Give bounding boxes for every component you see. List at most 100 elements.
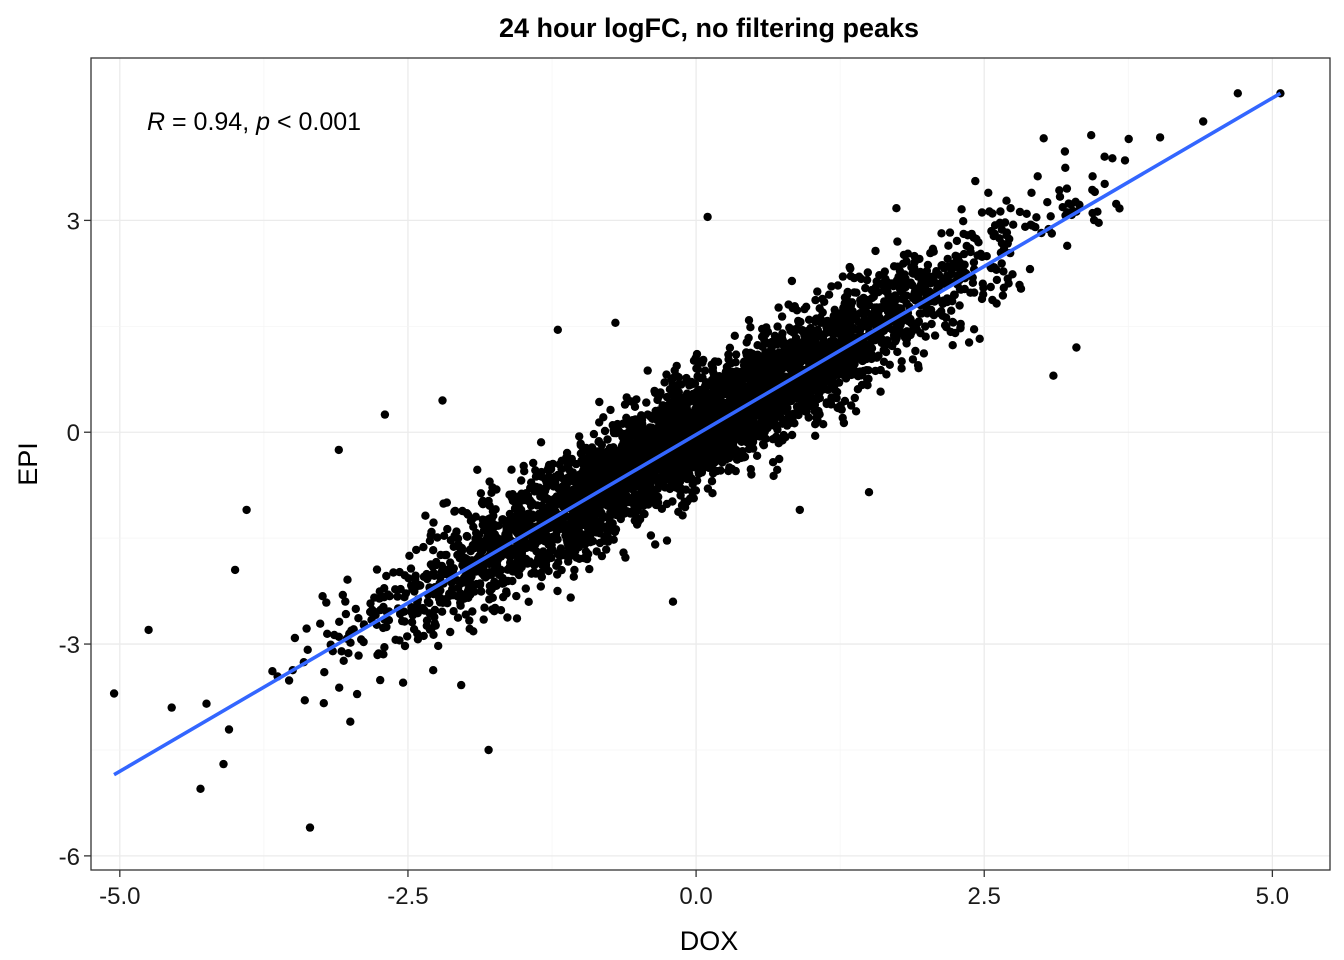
scatter-point — [684, 423, 693, 432]
scatter-point — [827, 282, 836, 291]
scatter-point — [409, 625, 419, 634]
scatter-point — [812, 340, 822, 349]
scatter-point — [597, 440, 606, 450]
scatter-point — [753, 350, 762, 359]
scatter-point — [761, 365, 770, 374]
scatter-point — [818, 378, 827, 387]
scatter-point — [752, 423, 762, 432]
scatter-point — [781, 432, 790, 442]
scatter-point — [319, 699, 328, 708]
scatter-point — [553, 586, 562, 596]
scatter-point — [729, 388, 738, 398]
scatter-point — [603, 435, 612, 444]
scatter-point — [938, 299, 947, 308]
scatter-point — [429, 546, 438, 555]
scatter-point — [1155, 133, 1165, 142]
y-axis-title: EPI — [13, 442, 43, 486]
scatter-point — [300, 696, 309, 705]
scatter-point — [762, 338, 771, 347]
scatter-point — [856, 324, 865, 333]
scatter-point — [794, 318, 804, 328]
scatter-point — [667, 374, 677, 384]
scatter-point — [488, 605, 497, 614]
scatter-point — [768, 458, 778, 467]
scatter-point — [839, 418, 849, 428]
scatter-point — [430, 571, 439, 580]
scatter-point — [842, 295, 851, 305]
scatter-point — [915, 254, 924, 264]
scatter-point — [724, 423, 733, 432]
scatter-point — [580, 540, 590, 549]
scatter-point — [773, 465, 782, 474]
scatter-point — [755, 432, 765, 441]
scatter-point — [902, 339, 911, 348]
scatter-point — [351, 604, 360, 614]
scatter-point — [946, 327, 955, 337]
scatter-point — [696, 444, 706, 453]
scatter-point — [892, 276, 902, 285]
scatter-point-outlier — [230, 565, 240, 575]
scatter-point — [462, 509, 472, 518]
scatter-point — [697, 466, 706, 476]
scatter-point — [656, 462, 665, 472]
scatter-point — [847, 401, 856, 410]
scatter-point — [889, 262, 899, 271]
scatter-point — [474, 530, 484, 540]
scatter-point — [443, 524, 452, 534]
scatter-point — [747, 370, 756, 380]
scatter-point — [1025, 264, 1035, 274]
scatter-point — [531, 559, 540, 568]
scatter-point — [943, 254, 952, 264]
scatter-point — [863, 321, 872, 330]
scatter-point — [861, 283, 870, 293]
scatter-point — [341, 609, 351, 619]
scatter-point — [823, 364, 832, 374]
scatter-point — [705, 439, 714, 448]
scatter-point — [787, 430, 797, 440]
scatter-point — [622, 448, 632, 457]
scatter-point — [902, 280, 911, 289]
scatter-point — [511, 566, 520, 575]
scatter-point — [787, 276, 797, 286]
scatter-point — [475, 579, 485, 588]
scatter-point — [419, 542, 428, 552]
scatter-point — [730, 331, 739, 340]
scatter-point — [457, 680, 466, 690]
scatter-point — [802, 397, 812, 407]
scatter-point — [577, 489, 586, 499]
scatter-point — [829, 336, 839, 346]
scatter-point — [763, 413, 772, 423]
scatter-point — [581, 478, 590, 487]
x-tick-label: 5.0 — [1256, 883, 1289, 910]
scatter-point — [589, 429, 599, 439]
scatter-point — [1120, 156, 1130, 165]
r-symbol: R — [147, 108, 165, 136]
scatter-point — [703, 413, 712, 422]
scatter-point — [453, 613, 463, 622]
scatter-point — [598, 523, 607, 532]
scatter-point — [515, 519, 525, 528]
scatter-point — [862, 366, 871, 375]
scatter-point — [454, 591, 463, 601]
scatter-point — [725, 343, 735, 352]
scatter-point — [531, 466, 540, 475]
scatter-point — [803, 347, 813, 356]
scatter-point — [576, 441, 585, 450]
scatter-point — [926, 305, 936, 315]
scatter-point — [1100, 152, 1109, 161]
scatter-point — [811, 431, 820, 440]
scatter-point — [827, 377, 837, 387]
scatter-point — [385, 592, 394, 601]
scatter-point — [643, 410, 652, 419]
scatter-point — [521, 554, 531, 564]
scatter-point — [957, 205, 966, 214]
scatter-point — [462, 531, 471, 541]
x-tick-label: 0.0 — [679, 883, 712, 910]
scatter-point — [1015, 207, 1025, 217]
scatter-point — [968, 278, 978, 287]
scatter-point — [391, 585, 400, 594]
scatter-point — [660, 378, 669, 387]
scatter-point — [955, 258, 965, 267]
scatter-point — [948, 317, 957, 327]
scatter-point — [574, 520, 583, 529]
